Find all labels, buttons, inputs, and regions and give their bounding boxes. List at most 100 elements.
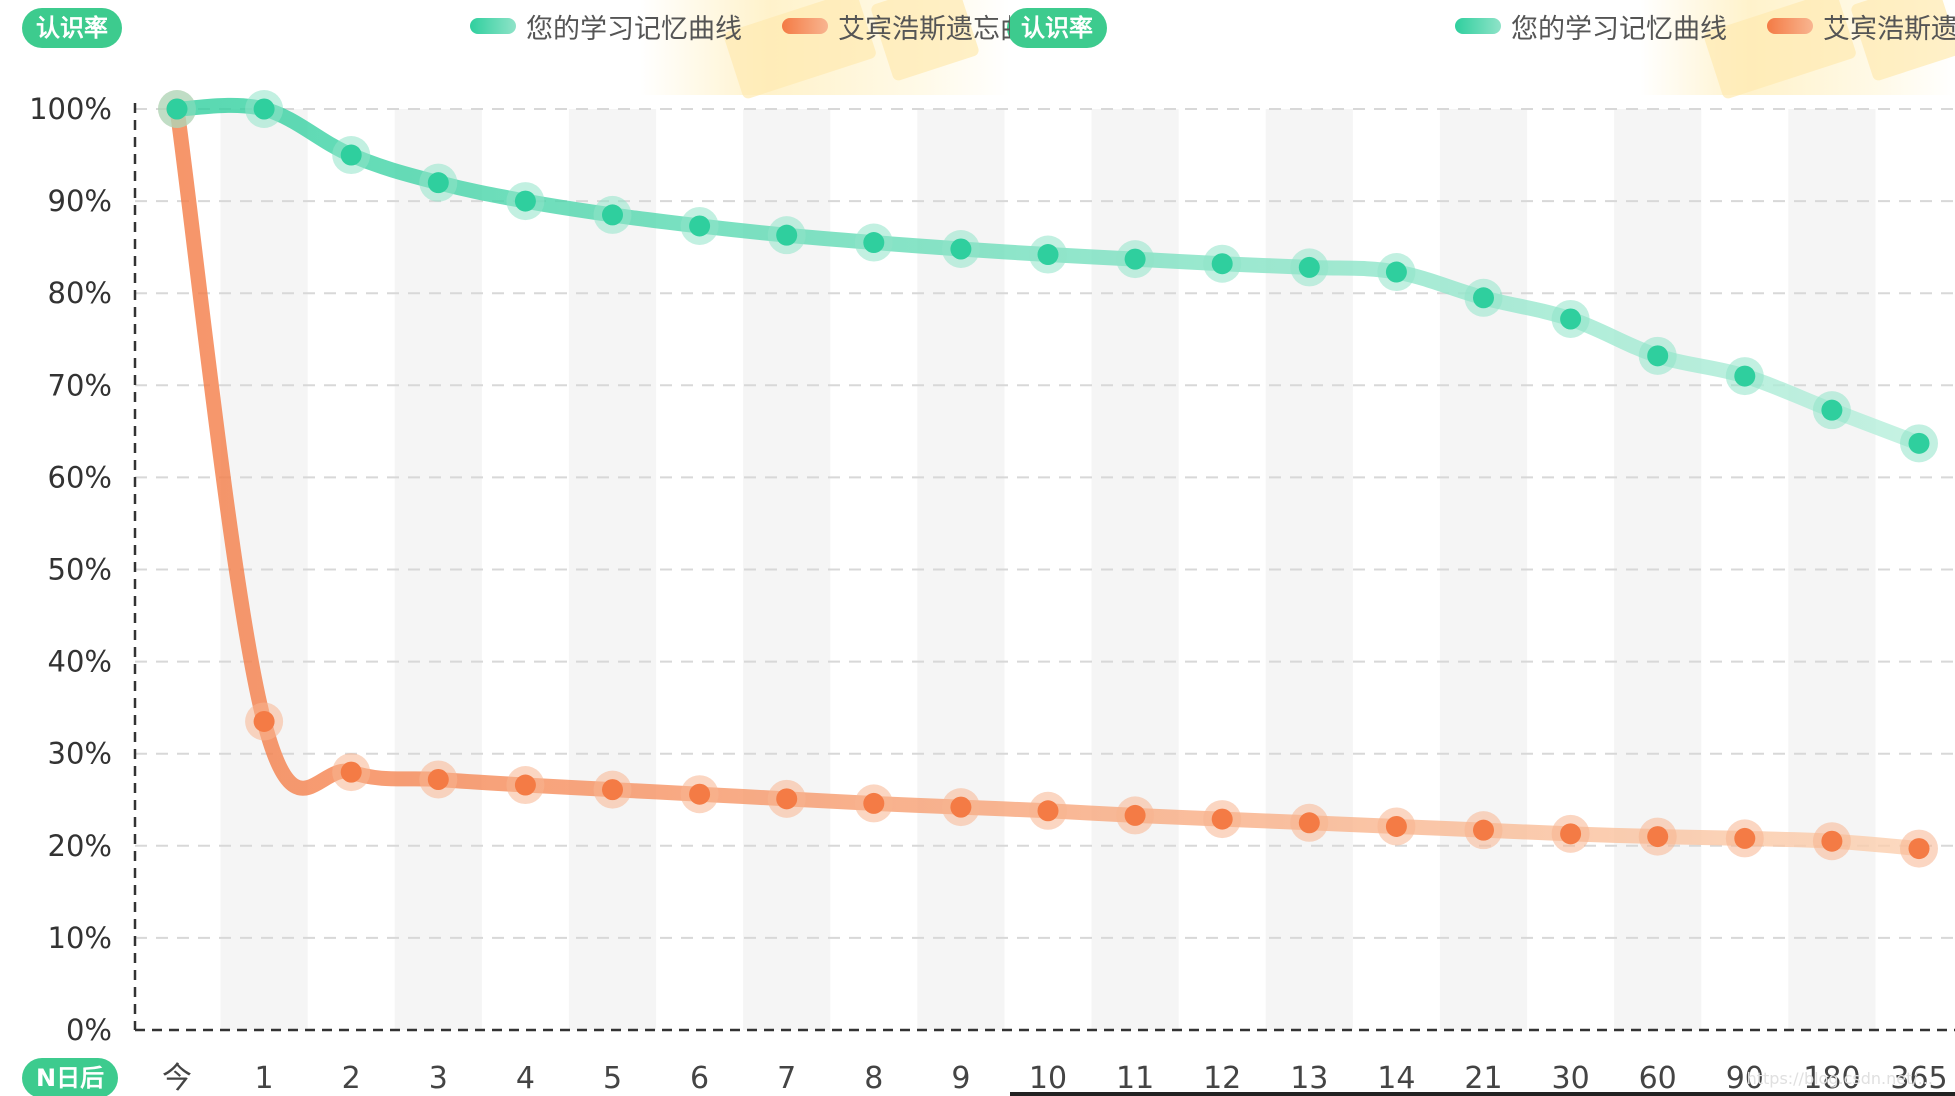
y-tick-labels: 0% 10% 20% 30% 40% 50% 60% 70% 80% 90% 100%: [29, 92, 112, 1047]
x-tick-label: 8: [864, 1061, 883, 1096]
y-axis-badge-right: 认识率: [1007, 8, 1107, 48]
memory-data-point: [1908, 432, 1930, 454]
teal-bar-icon: [1455, 18, 1501, 34]
memory-data-point: [602, 204, 623, 226]
x-tick-label: 60: [1639, 1061, 1677, 1096]
ebbinghaus-data-point: [602, 779, 623, 801]
y-tick-label: 80%: [48, 276, 112, 310]
x-tick-label: 12: [1203, 1061, 1241, 1096]
memory-data-point: [340, 144, 362, 166]
x-tick-label: 1: [255, 1061, 274, 1096]
y-tick-label: 50%: [48, 553, 112, 587]
axes: [133, 103, 1955, 1032]
legend-label-memory-curve-right: 您的学习记忆曲线: [1511, 13, 1727, 45]
x-tick-label: 6: [690, 1061, 709, 1096]
x-tick-label: 3: [429, 1061, 448, 1096]
memory-data-point: [1298, 256, 1320, 278]
ebbinghaus-data-point: [253, 710, 275, 732]
legend-item-memory-curve-right[interactable]: 您的学习记忆曲线: [1455, 7, 1727, 46]
memory-data-point: [253, 98, 275, 120]
memory-data-point: [689, 215, 711, 237]
y-tick-label: 90%: [48, 184, 112, 218]
memory-data-point: [427, 172, 449, 194]
ebbinghaus-data-point: [1037, 800, 1059, 822]
teal-bar-icon: [470, 18, 516, 34]
x-tick-labels: 今 1 2 3 4 5 6 7 8 9 10 11 12 13 14 21 30 60 90 180 365: [162, 1061, 1948, 1096]
y-tick-label: 100%: [29, 92, 112, 126]
x-tick-label: 21: [1464, 1061, 1502, 1096]
ebbinghaus-data-point: [776, 788, 798, 810]
legend-item-ebbinghaus-curve-right[interactable]: 艾宾浩斯遗忘: [1767, 7, 1955, 46]
series-layer: [158, 90, 1938, 868]
x-tick-label: 4: [516, 1061, 535, 1096]
x-tick-label: 5: [603, 1061, 622, 1096]
y-tick-label: 20%: [48, 829, 112, 863]
header-decoration-right: [1640, 0, 1955, 100]
y-tick-label: 60%: [48, 460, 112, 494]
ebbinghaus-data-point: [1211, 808, 1233, 830]
x-tick-label: 180: [1803, 1061, 1860, 1096]
memory-data-point: [1647, 345, 1669, 367]
y-axis-badge-left: 认识率: [22, 8, 122, 48]
memory-data-point: [514, 190, 536, 212]
memory-data-point: [1124, 248, 1146, 270]
legend-item-memory-curve[interactable]: 您的学习记忆曲线: [470, 7, 742, 46]
memory-data-point: [950, 238, 972, 260]
orange-bar-icon: [1767, 18, 1813, 34]
x-tick-label: 11: [1116, 1061, 1154, 1096]
legend-right: 您的学习记忆曲线 艾宾浩斯遗忘: [1455, 6, 1955, 46]
y-tick-label: 30%: [48, 737, 112, 771]
ebbinghaus-data-point: [863, 792, 885, 814]
legend-item-ebbinghaus-curve[interactable]: 艾宾浩斯遗忘曲: [782, 7, 1010, 46]
ebbinghaus-data-point: [689, 783, 711, 805]
memory-data-point: [1211, 253, 1233, 275]
memory-data-point: [863, 232, 885, 254]
ebbinghaus-data-point: [1734, 827, 1756, 849]
x-tick-label: 365: [1890, 1061, 1947, 1096]
memory-data-point: [1821, 399, 1843, 421]
orange-bar-icon: [782, 18, 828, 34]
series-memory-curve: [158, 90, 1938, 463]
header-decoration-left: [640, 0, 1010, 100]
y-tick-label: 70%: [48, 368, 112, 402]
ebbinghaus-data-point: [1821, 830, 1843, 852]
ebbinghaus-data-point: [1647, 826, 1669, 848]
ebbinghaus-data-point: [514, 774, 536, 796]
ebbinghaus-data-point: [1385, 815, 1407, 837]
x-axis-badge: N日后: [22, 1058, 119, 1096]
series-ebbinghaus-curve: [158, 90, 1938, 868]
memory-data-point: [1385, 261, 1407, 283]
memory-data-point: [776, 224, 798, 246]
legend-left: 您的学习记忆曲线 艾宾浩斯遗忘曲: [470, 6, 1010, 46]
watermark-text: https://blog.csdn.net/...: [1746, 1069, 1933, 1088]
x-tick-label: 30: [1552, 1061, 1590, 1096]
bottom-rule: [1010, 1092, 1955, 1096]
x-tick-label: 2: [342, 1061, 361, 1096]
ebbinghaus-data-point: [1124, 804, 1146, 826]
memory-data-point: [1734, 365, 1756, 387]
x-tick-label: 7: [777, 1061, 796, 1096]
memory-data-point: [1473, 287, 1494, 309]
legend-label-ebbinghaus-curve: 艾宾浩斯遗忘曲: [838, 13, 1010, 45]
ebbinghaus-data-point: [950, 796, 972, 818]
x-tick-label: 10: [1029, 1061, 1067, 1096]
ebbinghaus-data-point: [1298, 812, 1320, 834]
x-tick-label: 13: [1290, 1061, 1328, 1096]
memory-data-point: [166, 98, 188, 120]
y-tick-label: 40%: [48, 645, 112, 679]
ebbinghaus-data-point: [1473, 819, 1494, 841]
legend-label-memory-curve: 您的学习记忆曲线: [526, 13, 742, 45]
x-tick-label: 今: [162, 1061, 192, 1096]
x-tick-label: 14: [1377, 1061, 1415, 1096]
legend-label-ebbinghaus-curve-right: 艾宾浩斯遗忘: [1823, 13, 1955, 45]
memory-data-point: [1037, 244, 1059, 266]
x-tick-label: 90: [1726, 1061, 1764, 1096]
memory-data-point: [1560, 308, 1582, 330]
x-tick-label: 9: [951, 1061, 970, 1096]
ebbinghaus-data-point: [427, 768, 449, 790]
y-tick-label: 0%: [66, 1013, 112, 1047]
y-tick-label: 10%: [48, 921, 112, 955]
ebbinghaus-data-point: [340, 761, 362, 783]
